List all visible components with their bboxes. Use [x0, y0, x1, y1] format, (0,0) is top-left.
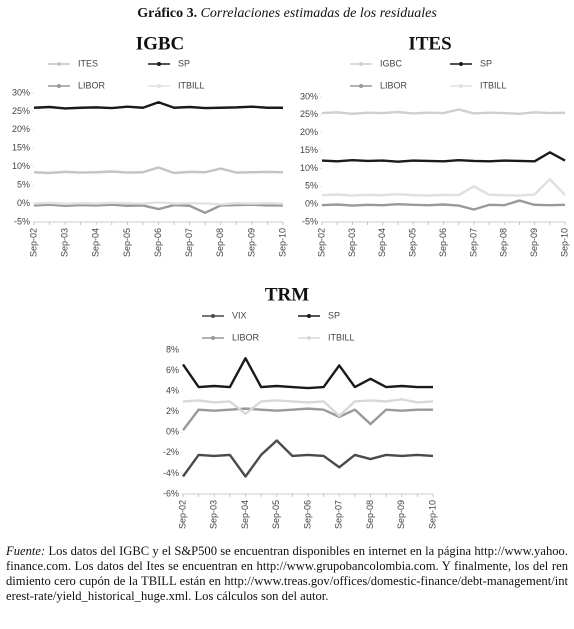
y-tick-label: -5%	[302, 216, 318, 226]
y-tick-label: 30%	[12, 87, 30, 97]
x-tick-label: Sep-07	[468, 228, 478, 257]
legend-marker	[359, 62, 363, 66]
series-line	[321, 199, 566, 211]
legend-label: LIBOR	[380, 80, 408, 90]
y-tick-label: 6%	[166, 365, 179, 375]
series-line	[182, 439, 434, 478]
y-tick-label: 25%	[300, 109, 318, 119]
legend-marker	[307, 314, 311, 318]
series-line	[321, 177, 566, 197]
y-tick-label: 10%	[12, 161, 30, 171]
legend-marker	[307, 336, 311, 340]
x-tick-label: Sep-04	[91, 228, 101, 257]
y-tick-label: 8%	[166, 344, 179, 354]
y-tick-label: 20%	[12, 124, 30, 134]
legend-marker	[211, 336, 215, 340]
legend-label: ITBILL	[178, 80, 205, 90]
y-tick-label: 2%	[166, 406, 179, 416]
series-line	[182, 407, 433, 431]
chart-title: TRM	[265, 284, 309, 305]
x-tick-label: Sep-06	[302, 500, 312, 529]
x-tick-label: Sep-10	[427, 500, 437, 529]
legend-marker	[459, 84, 463, 88]
chart-title: IGBC	[136, 33, 185, 54]
x-tick-label: Sep-02	[316, 228, 326, 257]
chart-title: ITES	[408, 33, 451, 54]
legend-label: SP	[328, 310, 340, 320]
legend-label: ITES	[78, 58, 98, 68]
y-tick-label: 0%	[17, 198, 30, 208]
legend-label: SP	[178, 58, 190, 68]
x-tick-label: Sep-06	[153, 228, 163, 257]
figure-caption: Correlaciones estimadas de los residuale…	[201, 6, 438, 21]
source-note: Fuente: Los datos del IGBC y el S&P500 s…	[6, 544, 568, 604]
x-tick-label: Sep-04	[377, 228, 387, 257]
y-tick-label: 30%	[300, 91, 318, 101]
legend-marker	[459, 62, 463, 66]
x-tick-label: Sep-03	[347, 228, 357, 257]
x-tick-label: Sep-05	[408, 228, 418, 257]
y-tick-label: -4%	[163, 468, 179, 478]
y-tick-label: -2%	[163, 447, 179, 457]
x-tick-label: Sep-02	[177, 500, 187, 529]
figure-title: Gráfico 3. Correlaciones estimadas de lo…	[137, 6, 437, 21]
legend-label: ITBILL	[480, 80, 507, 90]
legend-label: LIBOR	[78, 80, 106, 90]
x-tick-label: Sep-05	[122, 228, 132, 257]
y-tick-label: 4%	[166, 386, 179, 396]
y-tick-label: 5%	[305, 181, 318, 191]
series-line	[321, 151, 566, 163]
legend-marker	[57, 62, 61, 66]
y-tick-label: 0%	[305, 199, 318, 209]
x-tick-label: Sep-03	[209, 500, 219, 529]
x-tick-label: Sep-02	[28, 228, 38, 257]
x-tick-label: Sep-09	[396, 500, 406, 529]
series-line	[33, 203, 283, 214]
source-label: Fuente:	[6, 544, 46, 558]
y-tick-label: 15%	[300, 145, 318, 155]
series-line	[182, 357, 433, 390]
legend-label: SP	[480, 58, 492, 68]
legend-label: VIX	[232, 310, 247, 320]
x-tick-label: Sep-05	[271, 500, 281, 529]
x-tick-label: Sep-03	[60, 228, 70, 257]
legend-label: IGBC	[380, 58, 403, 68]
x-tick-label: Sep-08	[215, 228, 225, 257]
x-tick-label: Sep-10	[277, 228, 287, 257]
y-tick-label: 10%	[300, 163, 318, 173]
figure: Gráfico 3. Correlaciones estimadas de lo…	[12, 6, 569, 529]
legend-label: ITBILL	[328, 332, 355, 342]
legend-marker	[57, 84, 61, 88]
x-tick-label: Sep-07	[334, 500, 344, 529]
y-tick-label: 20%	[300, 127, 318, 137]
x-tick-label: Sep-08	[499, 228, 509, 257]
y-tick-label: 5%	[17, 180, 30, 190]
legend-label: LIBOR	[232, 332, 260, 342]
series-line	[321, 108, 566, 115]
legend-marker	[211, 314, 215, 318]
legend-marker	[359, 84, 363, 88]
x-tick-label: Sep-09	[246, 228, 256, 257]
x-tick-label: Sep-10	[559, 228, 569, 257]
series-line	[182, 398, 434, 418]
legend-marker	[157, 84, 161, 88]
series-line	[33, 201, 284, 206]
x-tick-label: Sep-07	[184, 228, 194, 257]
x-tick-label: Sep-04	[240, 500, 250, 529]
x-tick-label: Sep-08	[365, 500, 375, 529]
y-tick-label: 15%	[12, 143, 30, 153]
x-tick-label: Sep-06	[438, 228, 448, 257]
x-tick-label: Sep-09	[529, 228, 539, 257]
figure-label: Gráfico 3.	[137, 6, 197, 21]
y-tick-label: 0%	[166, 427, 179, 437]
series-line	[33, 166, 284, 175]
y-tick-label: -5%	[14, 216, 30, 226]
series-line	[33, 101, 283, 110]
legend-marker	[157, 62, 161, 66]
source-text: Los datos del IGBC y el S&P500 se encuen…	[6, 544, 568, 603]
y-tick-label: 25%	[12, 106, 30, 116]
y-tick-label: -6%	[163, 488, 179, 498]
